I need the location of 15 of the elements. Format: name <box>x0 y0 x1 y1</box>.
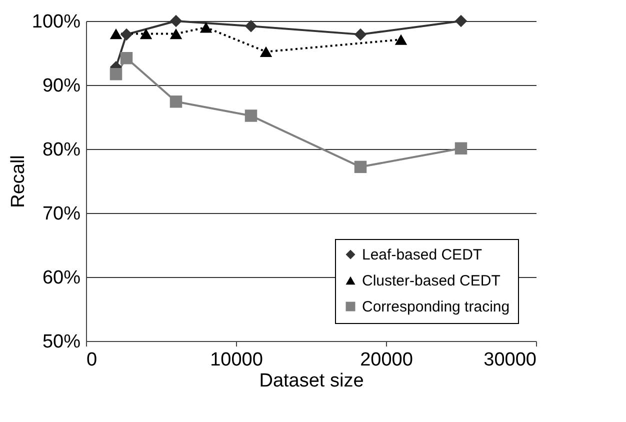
y-tick-label: 80% <box>42 140 81 160</box>
x-tick-label: 0 <box>86 350 98 370</box>
y-tick-label: 90% <box>42 76 81 96</box>
y-axis-title: Recall <box>8 155 29 208</box>
y-tick-label: 70% <box>42 204 81 224</box>
legend-label: Corresponding tracing <box>362 298 510 316</box>
x-tick-label: 10000 <box>210 350 263 370</box>
y-tick-label: 100% <box>32 12 81 32</box>
x-tick-label: 30000 <box>484 350 536 370</box>
x-tick-label: 20000 <box>360 350 413 370</box>
y-tick-label: 60% <box>42 268 81 288</box>
legend-label: Leaf-based CEDT <box>362 246 482 264</box>
y-tick-label: 50% <box>42 332 81 352</box>
legend-label: Cluster-based CEDT <box>362 272 500 290</box>
x-axis-title: Dataset size <box>259 370 364 392</box>
